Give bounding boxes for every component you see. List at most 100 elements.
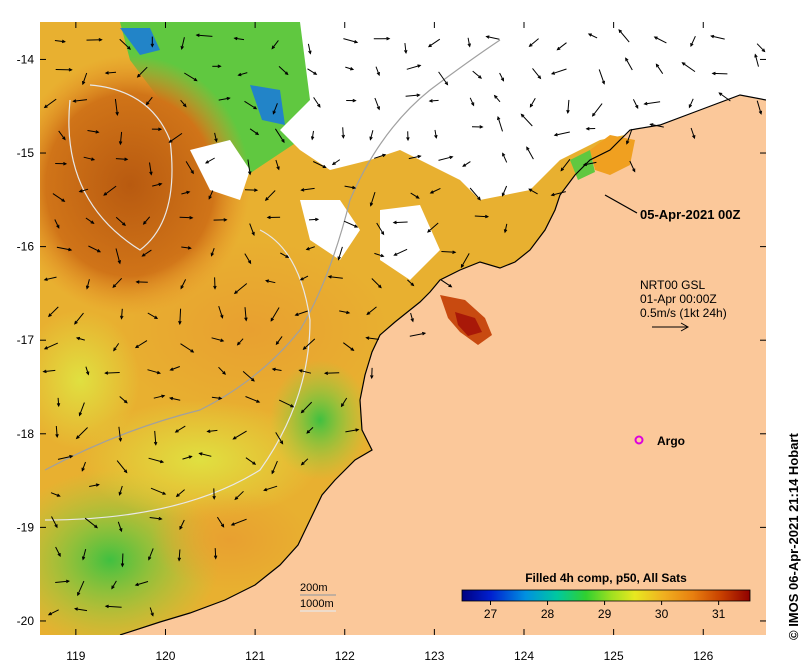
current-vectors: [42, 29, 766, 617]
current-vector: [79, 188, 89, 193]
current-vector: [366, 337, 379, 340]
current-vector: [410, 312, 414, 322]
current-vector-head: [179, 526, 183, 531]
x-tick-label: 123: [424, 649, 444, 663]
current-vector-head: [417, 154, 422, 159]
current-vector: [113, 343, 120, 351]
current-vector-head: [212, 495, 216, 500]
current-vector: [103, 185, 117, 196]
current-vector-head: [43, 104, 48, 109]
current-vector-head: [690, 42, 694, 48]
current-vector-head: [95, 483, 100, 487]
current-vector: [345, 66, 354, 70]
current-vector: [270, 307, 280, 322]
current-vector: [405, 94, 420, 97]
current-vector-head: [104, 371, 109, 375]
depth-1000-label: 1000m: [300, 598, 334, 610]
current-vector-head: [520, 113, 525, 118]
current-vector-head: [380, 231, 385, 236]
current-vector: [54, 219, 60, 229]
current-vector-head: [434, 134, 438, 139]
current-vector-head: [479, 125, 484, 129]
current-vector: [275, 432, 284, 444]
current-vector-head: [62, 136, 66, 141]
sst-green-west: [40, 310, 140, 450]
current-vector: [135, 340, 148, 348]
current-vector-head: [302, 346, 307, 350]
current-vector-head: [95, 130, 100, 134]
current-vector-head: [90, 220, 95, 224]
current-vector: [375, 66, 380, 76]
current-vector: [462, 161, 471, 167]
current-vector-head: [255, 131, 260, 136]
current-vector-head: [162, 491, 167, 495]
current-vector-head: [392, 220, 397, 225]
current-vector: [149, 517, 162, 520]
current-vector: [237, 338, 244, 346]
current-vector: [176, 489, 185, 497]
current-vector-head: [582, 162, 587, 167]
x-tick-label: 126: [693, 649, 713, 663]
current-vector: [644, 101, 661, 105]
x-tick-label: 122: [335, 649, 355, 663]
current-vector: [690, 35, 696, 47]
current-vector: [148, 457, 164, 463]
current-vector-head: [337, 256, 341, 261]
current-vector: [551, 191, 566, 196]
current-vector-head: [655, 63, 660, 68]
current-vector: [105, 605, 122, 608]
current-vector-head: [529, 103, 534, 108]
current-vector-head: [410, 318, 414, 323]
current-vector-head: [119, 528, 123, 533]
current-vector-head: [236, 341, 241, 346]
current-vector-head: [247, 260, 252, 265]
current-vector-head: [421, 331, 427, 336]
current-vector: [153, 395, 165, 399]
current-vector: [247, 159, 251, 175]
current-vector-head: [213, 555, 218, 560]
current-vector: [75, 608, 88, 612]
current-vector-head: [233, 290, 238, 295]
current-vector-head: [366, 311, 371, 316]
current-scale: 0.5m/s (1kt 24h): [640, 306, 727, 320]
colorbar-tick-label: 30: [655, 607, 669, 621]
current-vector-head: [81, 556, 86, 561]
current-vector: [528, 188, 538, 195]
current-vector-head: [300, 188, 305, 192]
current-vector-head: [500, 77, 505, 82]
current-vector: [48, 609, 59, 616]
current-vector-head: [566, 109, 570, 115]
current-vector-head: [94, 524, 99, 529]
current-vector: [137, 66, 148, 78]
current-vector: [592, 103, 603, 117]
current-vector-head: [313, 71, 318, 75]
current-vector-head: [142, 220, 147, 225]
current-vector-head: [230, 522, 235, 526]
current-vector: [299, 369, 312, 374]
current-vector: [214, 548, 217, 559]
current-vector-head: [177, 557, 182, 562]
current-vector-head: [214, 138, 218, 143]
current-vector: [583, 161, 597, 166]
colorbar: [461, 589, 751, 602]
current-vector-head: [69, 454, 74, 459]
current-vector: [312, 161, 326, 168]
current-vector: [50, 492, 60, 497]
current-vector-head: [61, 39, 66, 44]
current-vector-head: [618, 29, 623, 34]
current-vector: [181, 246, 191, 249]
current-vector-head: [503, 229, 508, 234]
current-vector: [182, 455, 192, 460]
current-vector-head: [493, 94, 498, 99]
current-vector: [218, 97, 230, 101]
current-vector-head: [153, 441, 158, 446]
current-vector-head: [528, 188, 533, 192]
current-vector: [169, 132, 183, 143]
current-vector: [494, 95, 501, 103]
current-vector: [467, 37, 471, 47]
current-vector-head: [159, 459, 165, 464]
current-vector-head: [198, 452, 203, 456]
current-vector-head: [210, 252, 214, 257]
current-vector: [532, 68, 541, 79]
current-vector: [57, 455, 73, 460]
